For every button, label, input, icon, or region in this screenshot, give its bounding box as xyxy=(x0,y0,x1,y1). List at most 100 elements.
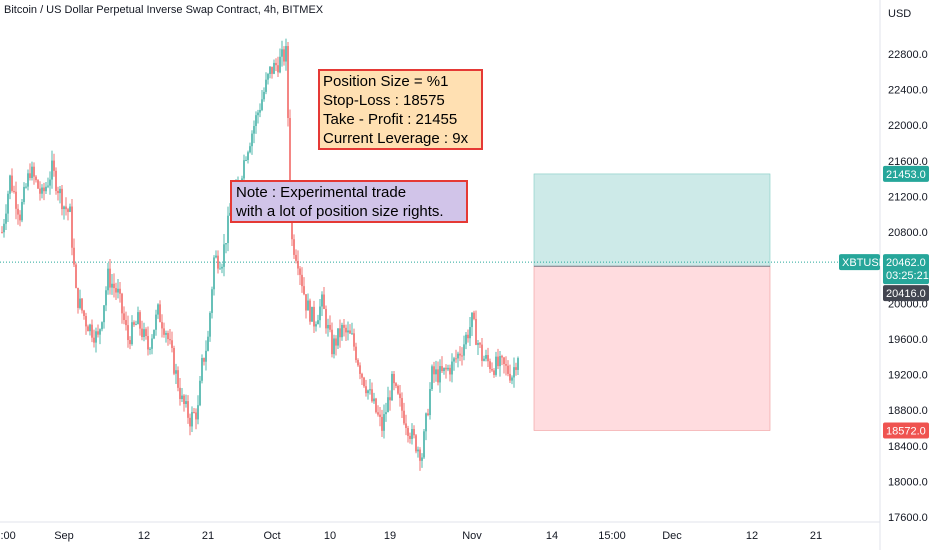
candle-body xyxy=(195,412,197,420)
candle-body xyxy=(215,255,217,258)
candles xyxy=(1,38,519,471)
candle-body xyxy=(15,191,17,209)
candle-body xyxy=(505,364,507,366)
candle-body xyxy=(313,306,315,327)
time-tick-label: 14 xyxy=(546,530,558,542)
candle-body xyxy=(279,56,281,73)
candle-body xyxy=(431,366,433,390)
time-tick-label: 10 xyxy=(324,530,336,542)
take-profit-badge[interactable]: 21453.0 xyxy=(883,165,929,182)
price-badges: XBTUSD 20462.0 03:25:21 20416.0 21453.0 … xyxy=(839,165,929,439)
position-note[interactable]: Position Size = %1 Stop-Loss : 18575 Tak… xyxy=(318,69,483,150)
candle-body xyxy=(409,435,411,439)
candle-body xyxy=(443,367,445,372)
candle-body xyxy=(439,366,441,383)
candle-body xyxy=(245,159,247,161)
candle-body xyxy=(85,316,87,327)
candle-body xyxy=(1,232,3,234)
candle-body xyxy=(249,146,251,153)
stop-loss-badge[interactable]: 18572.0 xyxy=(883,422,929,439)
candle-body xyxy=(303,286,305,295)
candle-body xyxy=(479,343,481,345)
candle-body xyxy=(345,327,347,333)
candle-body xyxy=(147,336,149,350)
candle-body xyxy=(499,356,501,367)
price-tick-label: 20800.0 xyxy=(888,227,928,239)
time-axis[interactable]: 15:00 Sep 12 21 Oct 10 19 Nov 14 15:00 Dec 12 21 xyxy=(0,530,822,542)
candle-body xyxy=(301,274,303,287)
time-tick-label: 21 xyxy=(202,530,214,542)
candle-body xyxy=(267,74,269,80)
price-tick-label: 21600.0 xyxy=(888,156,928,168)
candle-body xyxy=(175,370,177,374)
experimental-note-line: with a lot of position size rights. xyxy=(236,203,444,220)
candle-body xyxy=(441,366,443,372)
price-tick-label: 22000.0 xyxy=(888,120,928,132)
candle-body xyxy=(257,112,259,116)
symbol-badge[interactable]: XBTUSD xyxy=(839,254,887,271)
candle-body xyxy=(471,312,473,328)
candle-body xyxy=(271,66,273,74)
candle-body xyxy=(469,327,471,339)
candle-body xyxy=(263,91,265,100)
candle-body xyxy=(353,333,355,347)
candle-body xyxy=(467,334,469,339)
price-axis[interactable]: USD 17600.0 18000.0 18400.0 18800.0 19200.0 1… xyxy=(888,8,928,524)
candle-body xyxy=(307,300,309,311)
candle-body xyxy=(173,347,175,374)
candle-body xyxy=(97,331,99,335)
time-tick-label: 12 xyxy=(746,530,758,542)
candle-body xyxy=(343,324,345,328)
candle-body xyxy=(389,397,391,401)
candle-body xyxy=(127,325,129,341)
candle-body xyxy=(171,340,173,348)
candle-body xyxy=(57,190,59,194)
candle-body xyxy=(11,175,13,191)
candle-body xyxy=(373,398,375,402)
take-profit-zone[interactable] xyxy=(533,173,771,267)
candle-body xyxy=(493,370,495,375)
candle-body xyxy=(5,213,7,224)
candle-body xyxy=(221,266,223,269)
candle-body xyxy=(489,361,491,370)
candle-body xyxy=(189,417,191,427)
candle-body xyxy=(459,353,461,356)
candle-body xyxy=(349,330,351,334)
candle-body xyxy=(383,414,385,431)
entry-badge[interactable]: 20416.0 xyxy=(883,285,929,302)
candle-body xyxy=(253,126,255,134)
time-tick-label: Dec xyxy=(662,530,682,542)
time-tick-label: 21 xyxy=(810,530,822,542)
candle-body xyxy=(515,367,517,370)
candle-body xyxy=(421,457,423,461)
candle-body xyxy=(507,365,509,374)
last-price-badge[interactable]: 20462.0 03:25:21 xyxy=(883,254,929,285)
candle-body xyxy=(139,312,141,329)
candle-body xyxy=(125,320,127,326)
candle-body xyxy=(297,260,299,269)
candle-body xyxy=(33,166,35,177)
candle-body xyxy=(69,206,71,212)
candle-body xyxy=(305,294,307,311)
candle-body xyxy=(123,313,125,321)
experimental-note[interactable]: Note : Experimental trade with a lot of … xyxy=(230,180,468,223)
candle-body xyxy=(217,255,219,269)
candle-body xyxy=(87,326,89,332)
candle-body xyxy=(21,201,23,221)
candle-body xyxy=(201,358,203,381)
candle-body xyxy=(199,380,201,406)
candle-body xyxy=(413,429,415,436)
stop-loss-zone[interactable] xyxy=(533,265,771,431)
candle-body xyxy=(203,358,205,362)
candle-body xyxy=(133,322,135,325)
candle-body xyxy=(261,99,263,110)
candle-body xyxy=(503,357,505,365)
candle-body xyxy=(447,367,449,370)
candle-body xyxy=(491,369,493,371)
candle-body xyxy=(375,398,377,413)
candle-body xyxy=(101,322,103,330)
chart-title: Bitcoin / US Dollar Perpetual Inverse Sw… xyxy=(4,4,324,16)
candle-body xyxy=(75,264,77,288)
candle-body xyxy=(181,395,183,400)
